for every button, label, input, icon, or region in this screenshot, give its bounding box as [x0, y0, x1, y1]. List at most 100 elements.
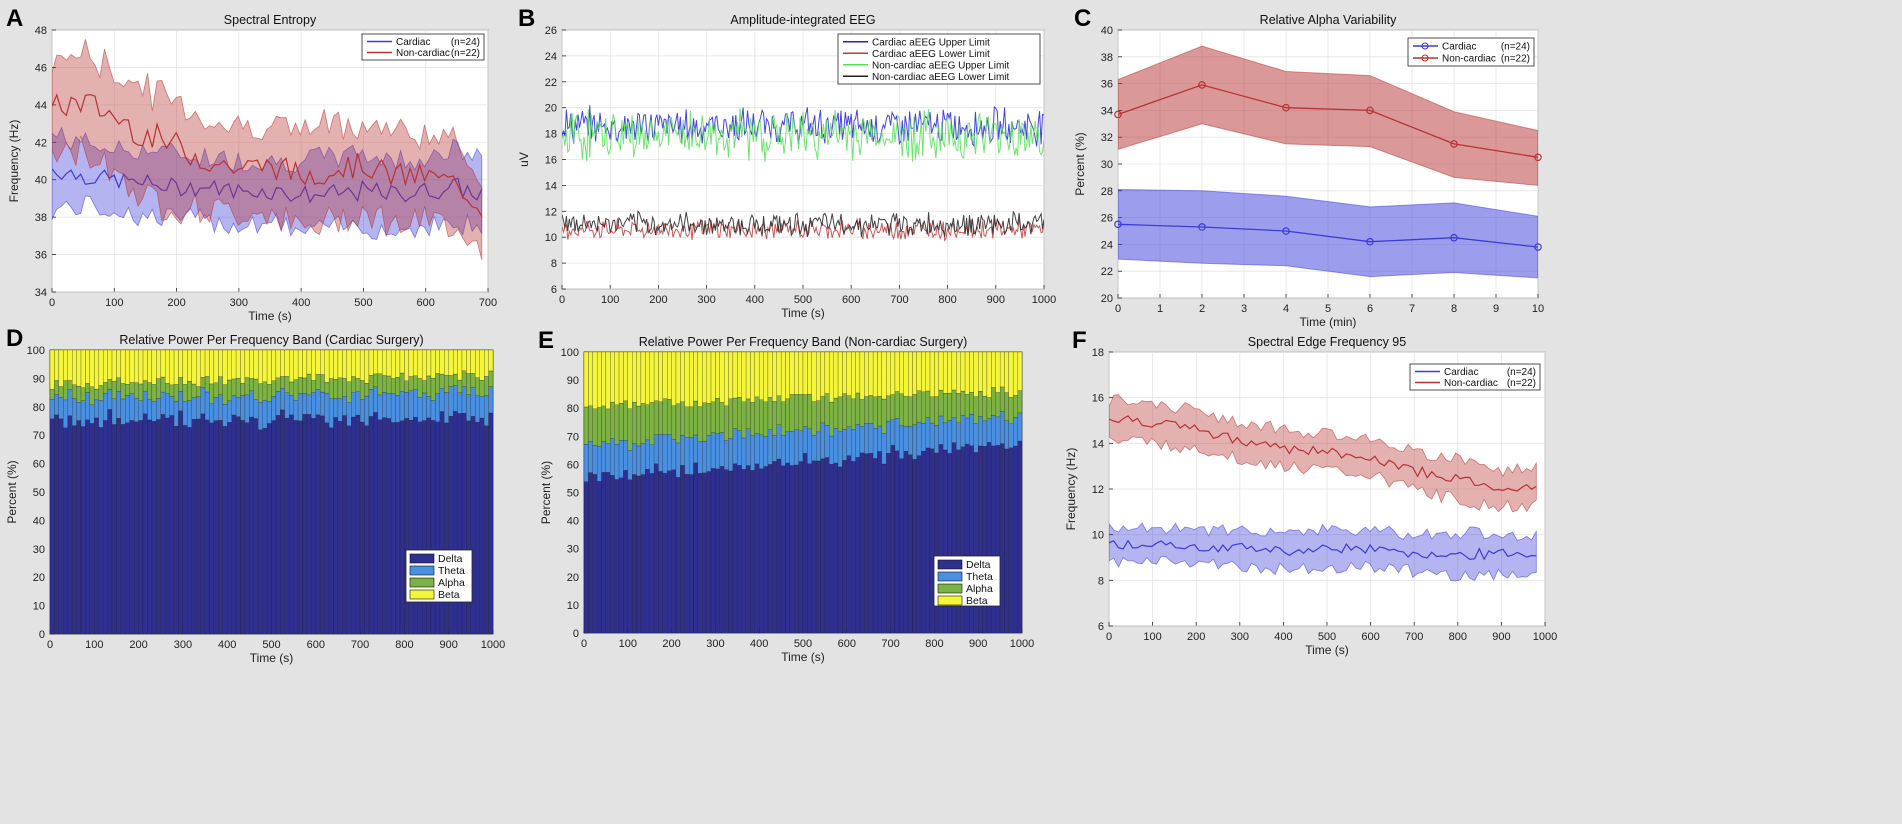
bar-segment-beta — [675, 352, 681, 404]
bar-segment-beta — [842, 352, 847, 394]
bar-segment-delta — [390, 422, 396, 634]
bar-segment-beta — [925, 352, 931, 392]
bar-segment-beta — [929, 352, 935, 397]
bar-segment-delta — [178, 410, 184, 634]
bar-segment-beta — [947, 352, 953, 394]
chart-title: Relative Power Per Frequency Band (Non-c… — [639, 335, 968, 349]
bar-segment-delta — [645, 469, 650, 633]
bar-segment-beta — [995, 352, 1001, 393]
bar-segment-beta — [85, 350, 90, 384]
bar-segment-alpha — [688, 406, 694, 438]
x-tick-label: 300 — [1231, 631, 1249, 643]
bar-segment-theta — [147, 399, 153, 421]
bar-segment-theta — [125, 395, 130, 423]
y-tick-label: 60 — [567, 459, 579, 471]
bar-segment-theta — [816, 431, 821, 462]
bar-segment-alpha — [235, 378, 241, 398]
bar-segment-theta — [632, 443, 637, 475]
bar-segment-delta — [912, 459, 918, 633]
bar-segment-delta — [58, 418, 64, 634]
bar-segment-theta — [235, 397, 241, 417]
bar-segment-theta — [855, 424, 861, 458]
bar-segment-delta — [894, 450, 900, 633]
bar-segment-beta — [235, 350, 241, 379]
bar-segment-beta — [58, 350, 64, 387]
bar-segment-beta — [448, 350, 454, 376]
x-tick-label: 600 — [842, 294, 860, 306]
bar-segment-theta — [767, 429, 773, 465]
bar-segment-theta — [346, 402, 352, 426]
y-tick-label: 34 — [1101, 105, 1113, 117]
panel-letter: F — [1072, 327, 1087, 354]
bar-segment-delta — [623, 470, 628, 633]
data-point-non-cardiac — [1198, 81, 1206, 89]
bar-segment-beta — [364, 350, 370, 384]
bar-segment-beta — [284, 350, 290, 377]
legend-box — [1407, 37, 1535, 67]
bar-segment-theta — [213, 397, 219, 421]
bar-segment-theta — [745, 428, 751, 466]
x-tick-label: 200 — [649, 294, 667, 306]
bar-segment-alpha — [807, 394, 812, 430]
bar-segment-delta — [297, 420, 303, 634]
data-point-non-cardiac — [1450, 140, 1458, 148]
bar-segment-alpha — [982, 395, 988, 422]
x-tick-label: 1000 — [481, 639, 505, 651]
bar-segment-alpha — [266, 384, 272, 402]
bar-segment-alpha — [204, 376, 210, 393]
bar-segment-theta — [772, 435, 777, 462]
bar-segment-beta — [178, 350, 184, 378]
bar-segment-beta — [103, 350, 108, 383]
bar-segment-alpha — [50, 389, 55, 400]
bar-segment-beta — [999, 352, 1005, 388]
bar-segment-theta — [196, 396, 201, 420]
bar-segment-delta — [658, 471, 663, 633]
y-tick-label: 90 — [33, 373, 45, 385]
bar-segment-delta — [693, 462, 699, 633]
bar-segment-beta — [404, 350, 409, 381]
bar-segment-delta — [227, 422, 232, 634]
bar-segment-delta — [824, 457, 830, 633]
bar-segment-theta — [820, 422, 826, 459]
bar-segment-delta — [134, 421, 139, 634]
bar-segment-delta — [706, 471, 712, 633]
bar-segment-delta — [218, 420, 223, 634]
bar-segment-theta — [120, 398, 126, 425]
x-tick-label: 4 — [1283, 303, 1289, 315]
bar-segment-alpha — [912, 394, 918, 425]
x-tick-label: 700 — [881, 638, 899, 650]
bar-segment-delta — [315, 414, 321, 634]
bar-segment-alpha — [218, 376, 223, 396]
bar-segment-theta — [337, 398, 343, 422]
bar-segment-alpha — [395, 377, 401, 396]
bar-segment-delta — [395, 422, 401, 634]
bar-segment-beta — [820, 352, 826, 397]
bar-segment-theta — [85, 392, 90, 420]
bar-segment-delta — [741, 469, 747, 633]
bar-segment-beta — [934, 352, 939, 397]
bar-segment-theta — [151, 401, 157, 422]
bar-segment-theta — [986, 418, 992, 443]
bar-segment-theta — [973, 423, 979, 453]
y-tick-label: 70 — [567, 431, 579, 443]
bar-segment-delta — [368, 416, 374, 634]
bar-segment-alpha — [675, 403, 681, 444]
bar-segment-alpha — [134, 382, 139, 399]
legend-n-label: (n=22) — [451, 48, 480, 59]
data-point-cardiac — [1534, 243, 1542, 251]
bar-segment-beta — [798, 352, 804, 395]
y-tick-label: 0 — [39, 629, 45, 641]
bar-segment-theta — [618, 440, 624, 478]
y-tick-label: 48 — [35, 25, 47, 37]
y-tick-label: 12 — [1092, 484, 1104, 496]
legend: Cardiac (n=24) Non-cardiac (n=22) — [1407, 37, 1535, 67]
bar-segment-beta — [324, 350, 330, 383]
bar-segment-delta — [280, 409, 285, 634]
bar-segment-beta — [907, 352, 913, 397]
bar-segment-beta — [943, 352, 948, 394]
bar-segment-beta — [138, 350, 144, 385]
bar-segment-delta — [98, 427, 104, 634]
bar-segment-theta — [1008, 423, 1014, 448]
bar-segment-beta — [780, 352, 786, 402]
bar-segment-beta — [173, 350, 179, 385]
